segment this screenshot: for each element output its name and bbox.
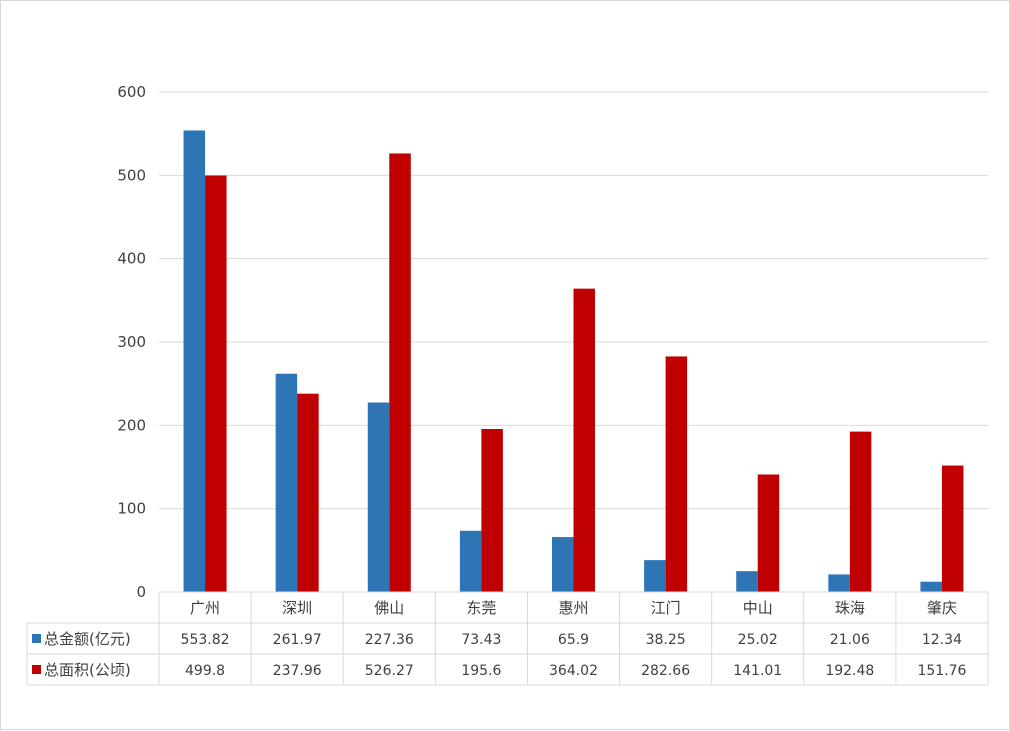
bar-area-6	[665, 356, 688, 592]
category-label: 江门	[651, 599, 681, 617]
data-table-cell: 73.43	[461, 632, 501, 648]
data-table-cell: 261.97	[273, 632, 322, 648]
y-tick-label: 100	[117, 500, 146, 518]
bar-amount-6	[644, 560, 666, 592]
bar-area-2	[297, 393, 319, 592]
data-table-cell: 526.27	[365, 663, 414, 679]
category-label: 东莞	[466, 599, 496, 617]
data-table-cell: 12.34	[922, 632, 962, 648]
bar-amount-2	[275, 373, 298, 592]
bar-amount-9	[920, 581, 942, 592]
category-label: 中山	[743, 599, 773, 617]
bar-amount-1	[183, 130, 206, 592]
category-label: 肇庆	[927, 599, 957, 617]
bar-area-7	[757, 474, 780, 592]
data-table-cell: 192.48	[825, 663, 874, 679]
data-table-cell: 195.6	[461, 663, 501, 679]
data-table-cell: 38.25	[646, 632, 686, 648]
y-tick-label: 500	[117, 166, 146, 184]
y-tick-label: 0	[136, 583, 146, 601]
data-table-cell: 65.9	[558, 632, 589, 648]
data-table-cell: 21.06	[830, 632, 870, 648]
category-label: 惠州	[558, 599, 588, 617]
data-table-cell: 553.82	[181, 632, 230, 648]
category-label: 佛山	[374, 599, 404, 617]
bar-amount-8	[828, 574, 850, 592]
legend-key-area	[32, 665, 41, 674]
bar-area-4	[481, 429, 503, 592]
data-table-cell: 141.01	[733, 663, 782, 679]
data-table-cell: 499.8	[185, 663, 225, 679]
data-table-cell: 151.76	[917, 663, 966, 679]
category-label: 珠海	[835, 599, 865, 617]
data-table-cell: 25.02	[738, 632, 778, 648]
y-axis-ticks: 0 100 200 300 400 500 600	[117, 83, 146, 601]
legend-label-area: 总面积(公顷)	[44, 661, 131, 679]
data-table-cell: 227.36	[365, 632, 414, 648]
data-table-cell: 364.02	[549, 663, 598, 679]
bar-area-1	[205, 175, 227, 592]
category-label: 广州	[190, 599, 220, 617]
y-tick-label: 400	[117, 250, 146, 268]
y-tick-label: 300	[117, 333, 146, 351]
bar-area-5	[573, 288, 595, 592]
bar-area-3	[389, 153, 411, 593]
legend-key-amount	[32, 634, 41, 643]
bars	[183, 130, 964, 593]
data-table-cell: 282.66	[641, 663, 690, 679]
y-tick-label: 600	[117, 83, 146, 101]
bar-amount-3	[367, 402, 390, 592]
bar-area-9	[941, 465, 964, 592]
legend-label-amount: 总金额(亿元)	[44, 630, 131, 648]
y-tick-label: 200	[117, 416, 146, 434]
bar-amount-7	[736, 571, 758, 592]
bar-amount-4	[459, 530, 482, 592]
data-table-cell: 237.96	[273, 663, 322, 679]
bar-amount-5	[552, 537, 574, 592]
category-label: 深圳	[282, 599, 312, 617]
bar-area-8	[849, 431, 872, 592]
